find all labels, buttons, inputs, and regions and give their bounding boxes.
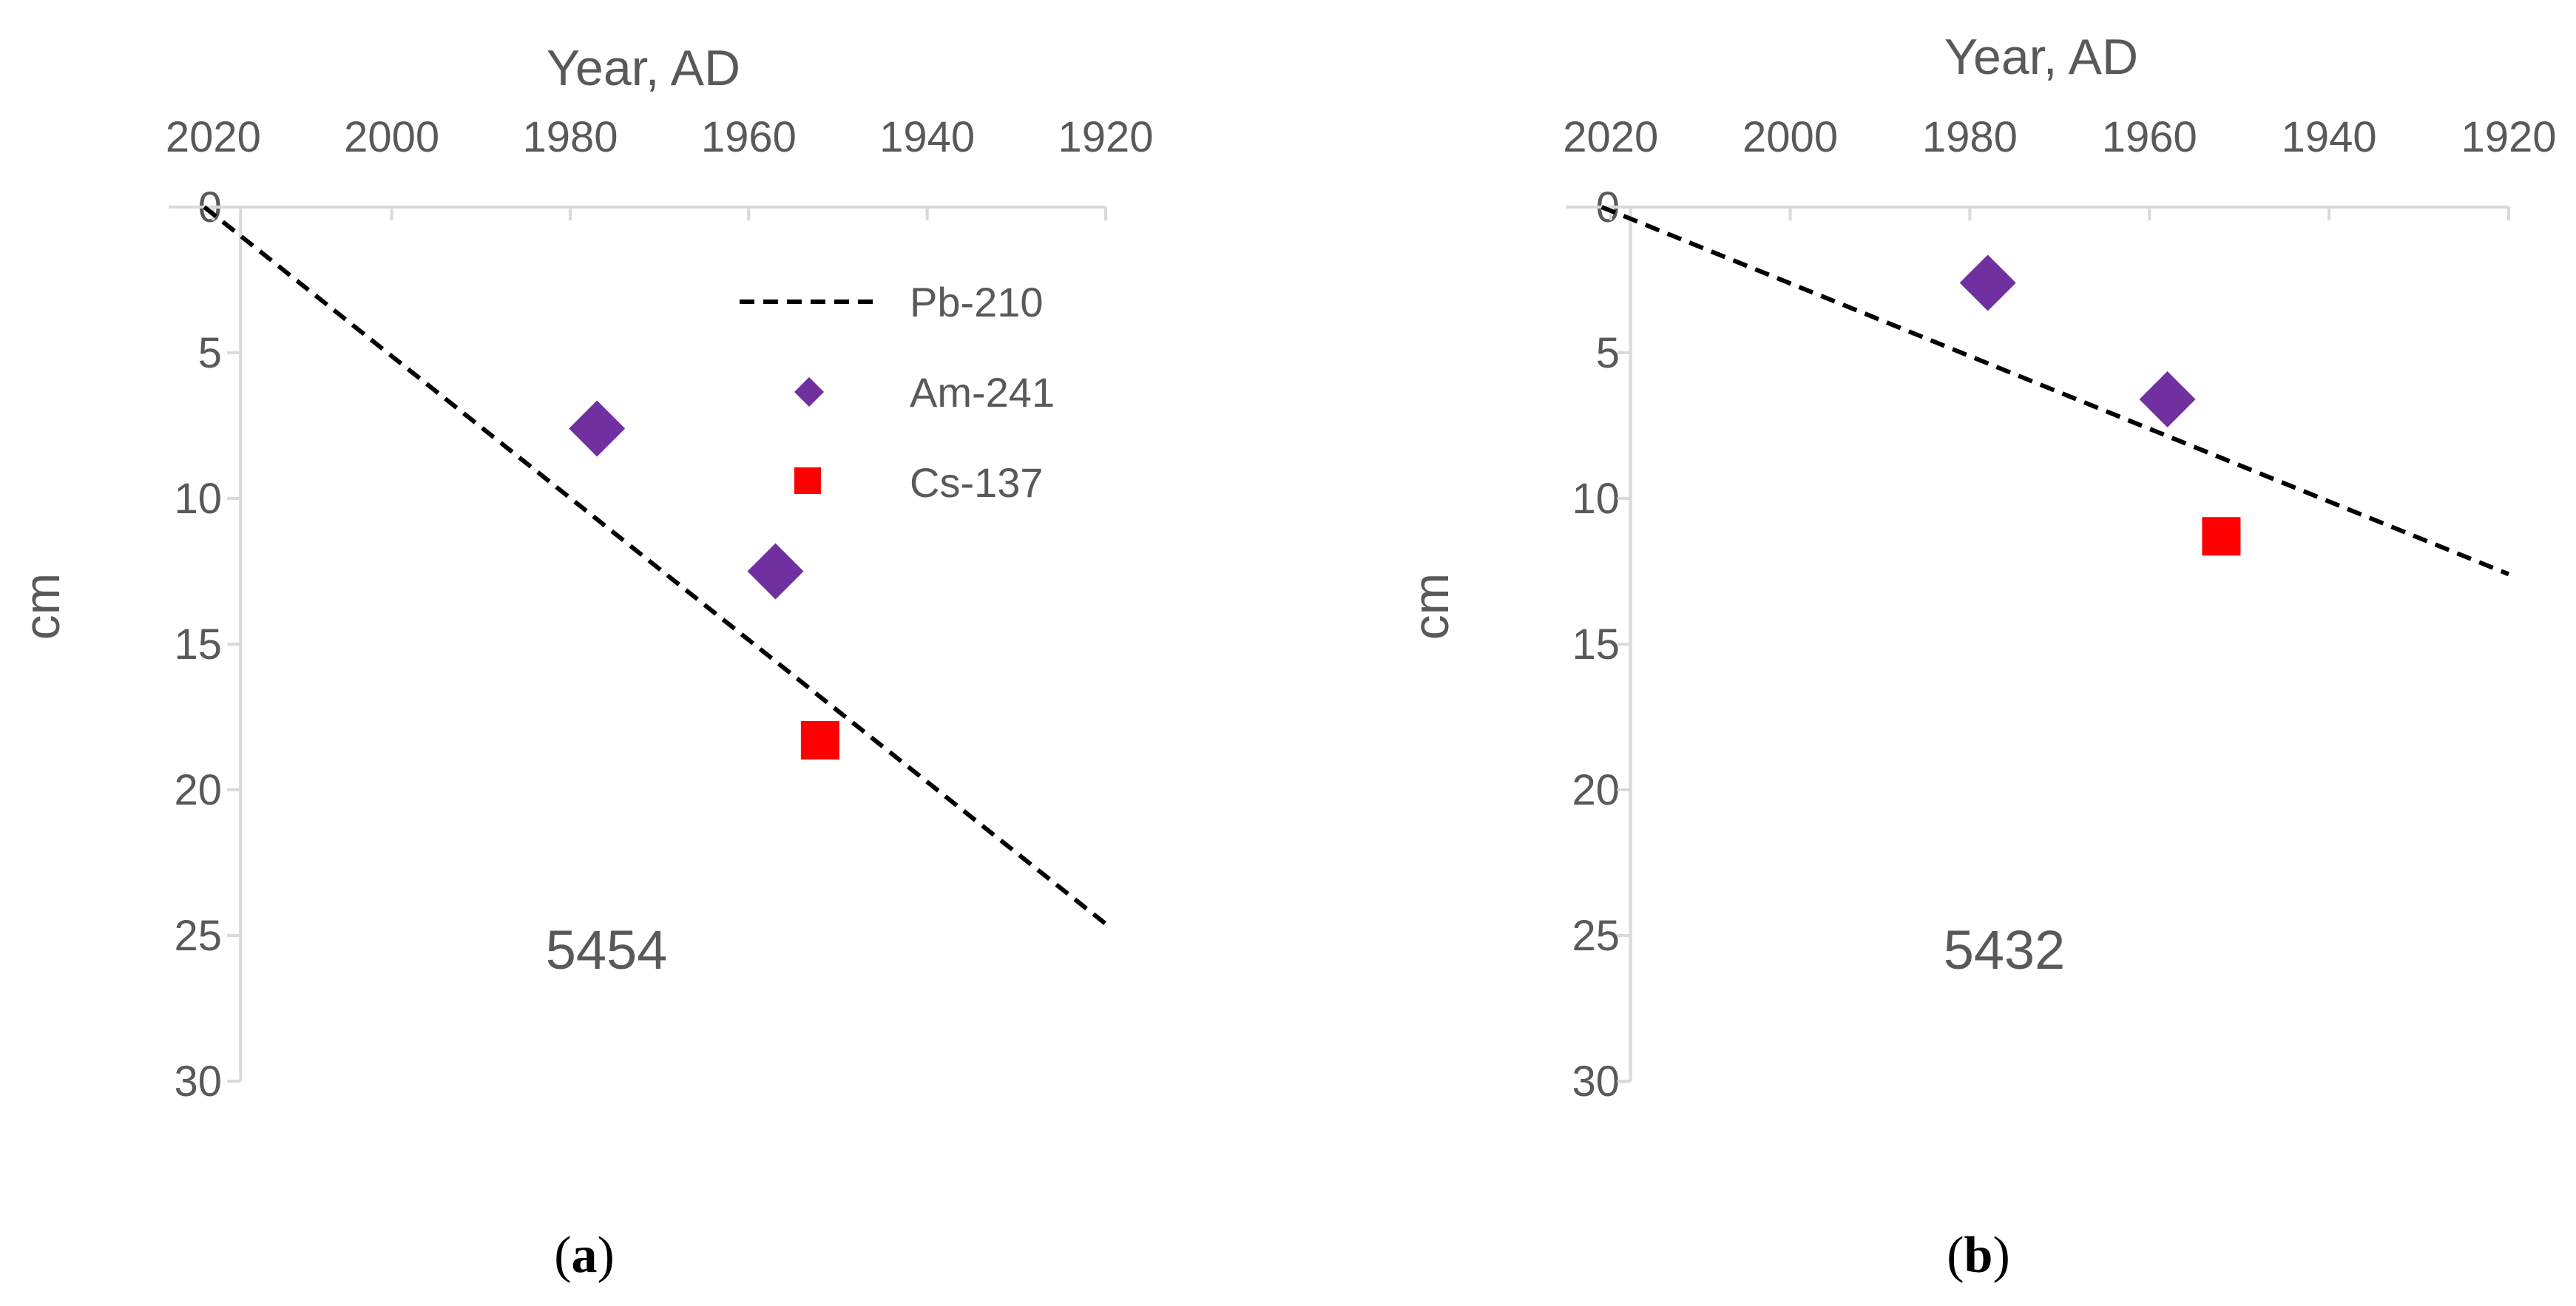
caption-letter-a: a <box>572 1227 598 1284</box>
am241-point <box>569 400 626 457</box>
y-tick-label: 10 <box>174 475 222 523</box>
core-label: 5454 <box>546 919 668 981</box>
x-tick-label: 1960 <box>2102 113 2197 161</box>
y-tick-marks <box>1617 206 1631 1083</box>
y-tick-label: 30 <box>1572 1058 1620 1106</box>
x-tick-label: 1960 <box>701 113 797 161</box>
cs137-point <box>2202 517 2241 556</box>
x-tick-label: 2020 <box>166 113 261 161</box>
am241-point <box>1959 254 2016 311</box>
y-tick-label: 15 <box>1572 620 1620 669</box>
legend-pb210-label: Pb-210 <box>910 279 1044 325</box>
x-tick-marks <box>1609 207 2510 220</box>
x-tick-label: 1920 <box>1058 113 1153 161</box>
x-tick-label: 1940 <box>2282 113 2377 161</box>
chart-panel-b: Year, AD cm 2020 2000 1980 1960 1940 1920 051… <box>1403 29 2557 1284</box>
x-tick-marks <box>212 207 1107 220</box>
legend: Pb-210 Am-241 Cs-137 <box>740 279 1055 506</box>
y-tick-label: 10 <box>1572 475 1620 523</box>
x-tick-labels: 2020 2000 1980 1960 1940 1920 <box>166 113 1154 161</box>
caption-b: (b) <box>1947 1227 2010 1284</box>
legend-am241-label: Am-241 <box>910 369 1055 416</box>
cs137-point <box>800 721 839 760</box>
caption-letter-b: b <box>1964 1227 1993 1284</box>
x-tick-label: 1980 <box>522 113 618 161</box>
pb210-fit-line <box>203 205 1107 926</box>
data-points <box>1959 254 2241 556</box>
legend-cs137-swatch <box>794 467 821 494</box>
am241-point <box>2139 371 2196 428</box>
y-tick-marks <box>227 206 241 1083</box>
y-tick-label: 20 <box>1572 766 1620 814</box>
chart-panel-a: Year, AD cm 2020 2000 1980 1960 1940 1920 051… <box>14 40 1154 1284</box>
y-tick-label: 5 <box>198 329 222 377</box>
am241-point <box>747 543 804 600</box>
pb210-fit-line <box>1600 205 2510 577</box>
legend-cs137-label: Cs-137 <box>910 459 1044 506</box>
y-tick-label: 20 <box>174 766 222 814</box>
x-tick-label: 2020 <box>1563 113 1658 161</box>
data-points <box>569 400 839 760</box>
x-tick-label: 1980 <box>1922 113 2018 161</box>
x-tick-label: 1920 <box>2461 113 2556 161</box>
y-axis-title: cm <box>14 573 70 640</box>
caption-a: (a) <box>554 1227 615 1284</box>
y-tick-label: 30 <box>174 1058 222 1106</box>
y-tick-label: 25 <box>1572 912 1620 960</box>
y-tick-label: 15 <box>174 620 222 669</box>
x-tick-label: 1940 <box>879 113 975 161</box>
legend-am241-swatch <box>794 377 824 407</box>
x-tick-labels: 2020 2000 1980 1960 1940 1920 <box>1563 113 2556 161</box>
y-tick-label: 25 <box>174 912 222 960</box>
x-axis-title: Year, AD <box>1944 29 2138 85</box>
x-tick-label: 2000 <box>344 113 439 161</box>
x-axis-title: Year, AD <box>547 40 740 96</box>
core-label: 5432 <box>1944 919 2066 981</box>
x-tick-label: 2000 <box>1742 113 1838 161</box>
y-tick-label: 5 <box>1596 329 1620 377</box>
y-axis-title: cm <box>1403 573 1459 640</box>
